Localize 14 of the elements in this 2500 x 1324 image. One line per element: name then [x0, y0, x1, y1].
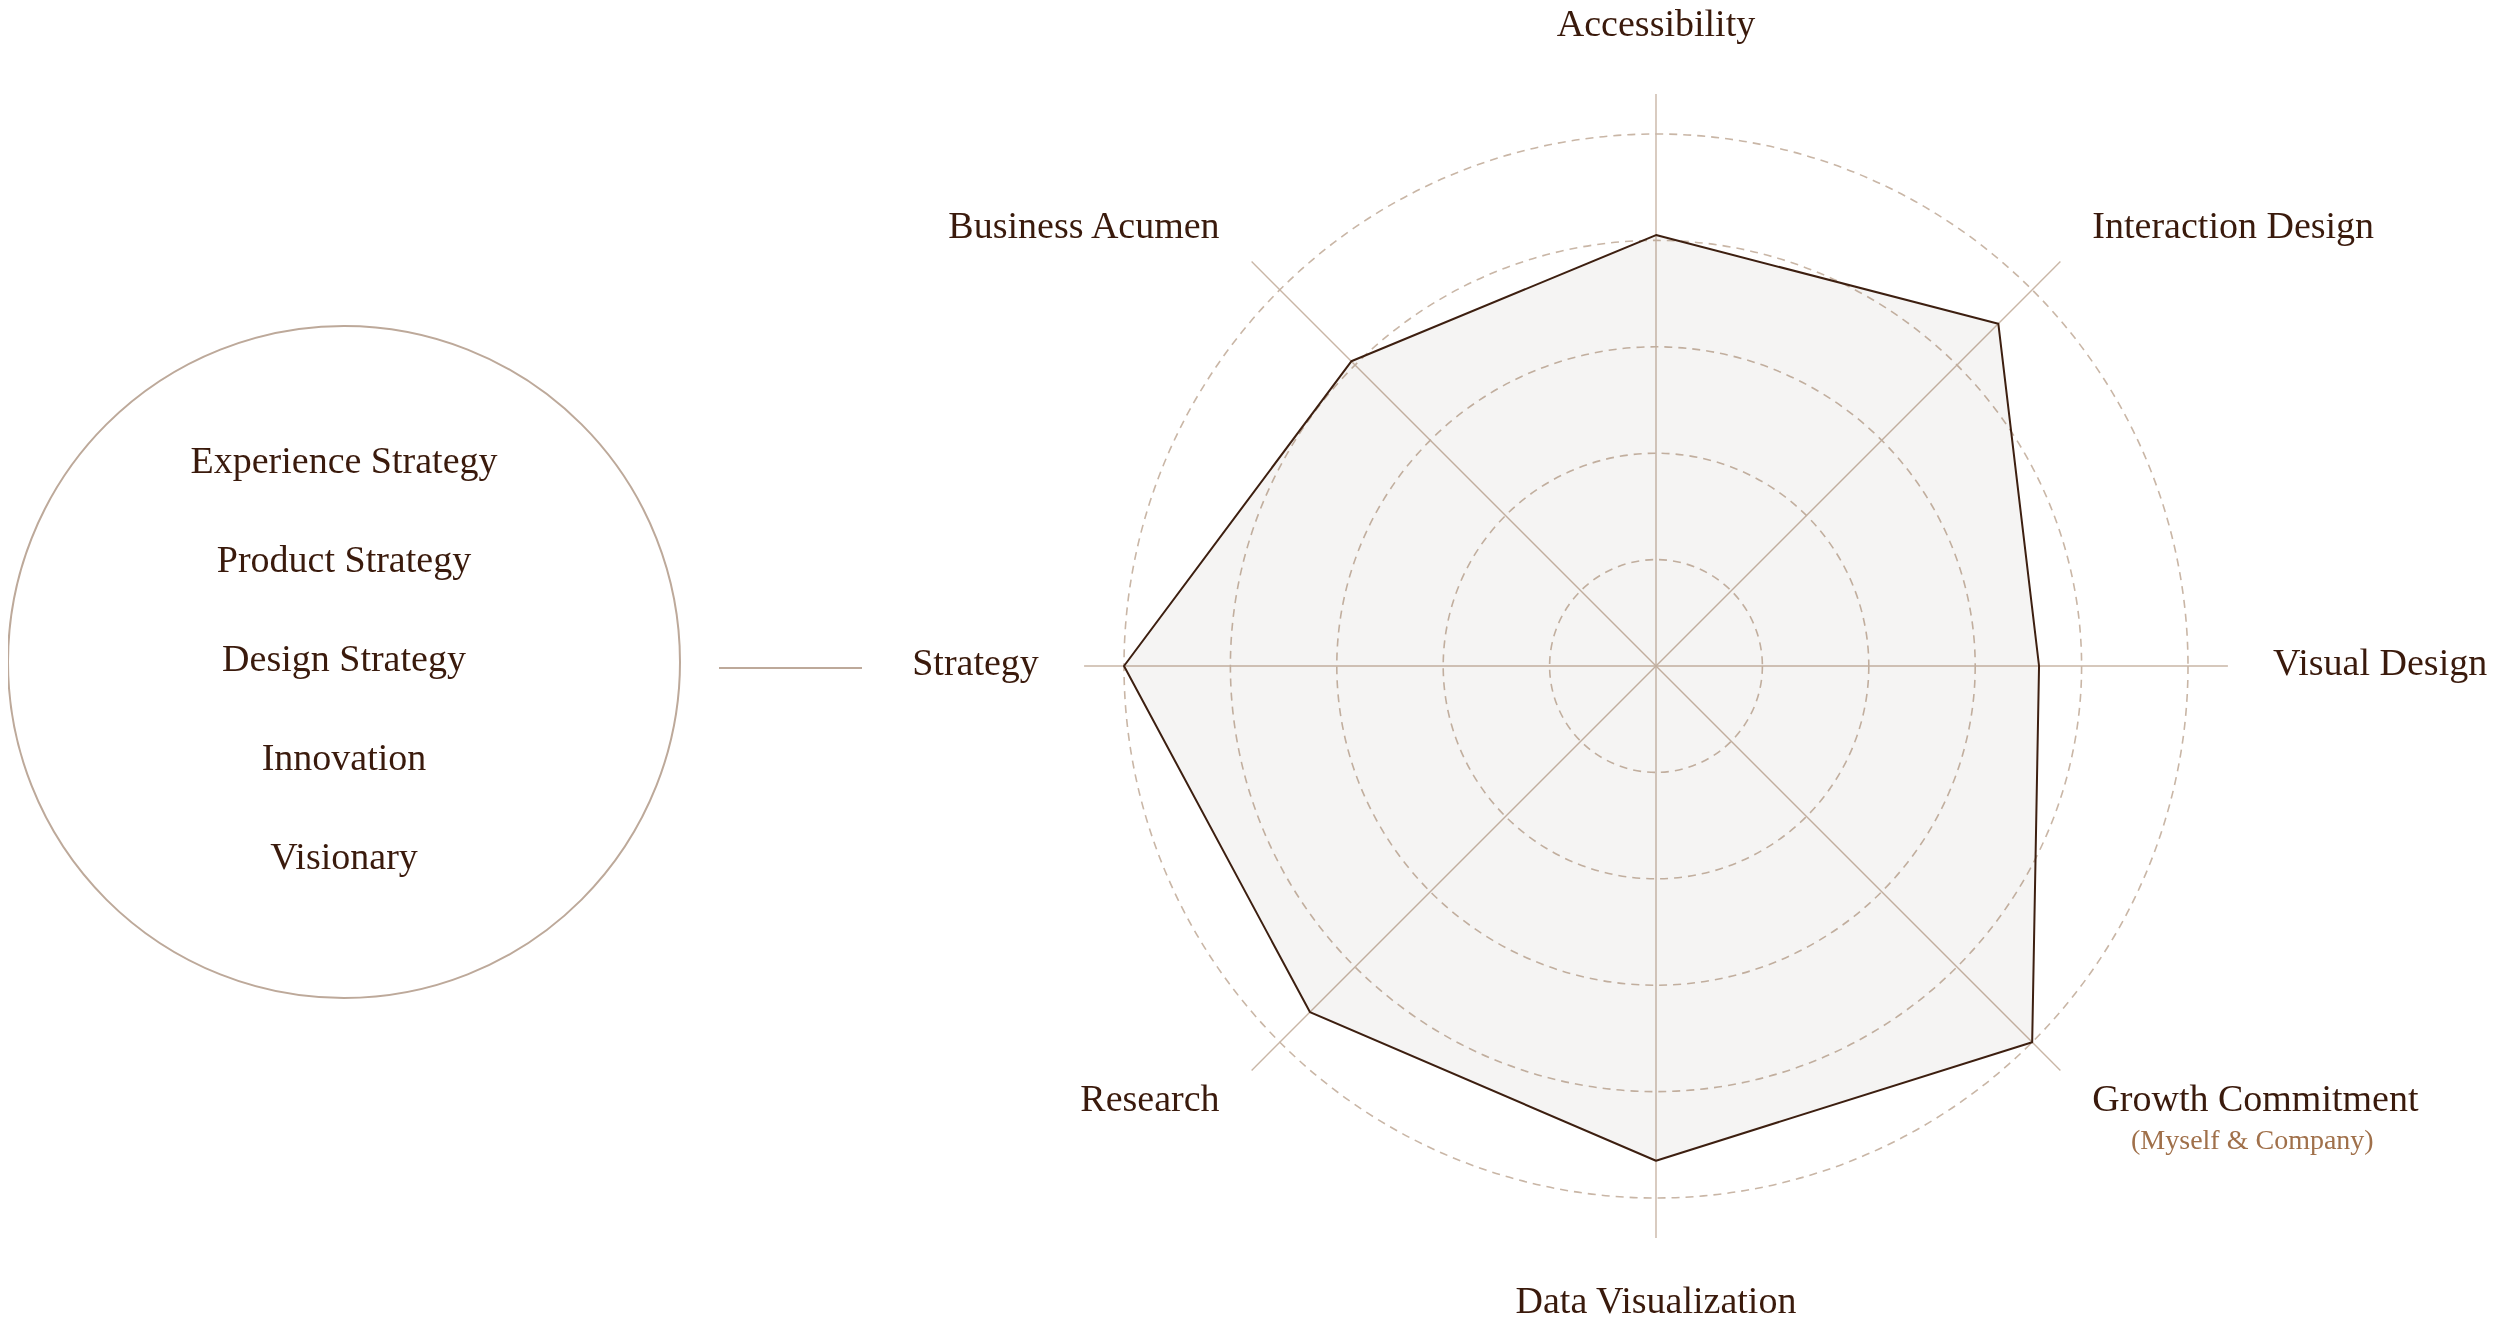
spoke-label: Research: [1080, 1077, 1220, 1120]
text: (Myself & Company): [2131, 1123, 2374, 1155]
text: Visionary: [270, 834, 418, 877]
spoke-label: Interaction Design: [2092, 204, 2375, 247]
text: Design Strategy: [222, 636, 466, 679]
spoke-label: Accessibility: [1556, 2, 1756, 45]
spoke-label: Strategy: [912, 640, 1039, 683]
spoke-label: Data Visualization: [1515, 1279, 1797, 1322]
spoke-label: Visual Design: [2273, 640, 2488, 683]
spoke-label: Business Acumen: [948, 204, 1220, 247]
spoke-label: Growth Commitment: [2092, 1077, 2419, 1120]
text: Product Strategy: [216, 537, 472, 580]
text: Experience Strategy: [190, 438, 498, 481]
text: Innovation: [261, 735, 427, 778]
